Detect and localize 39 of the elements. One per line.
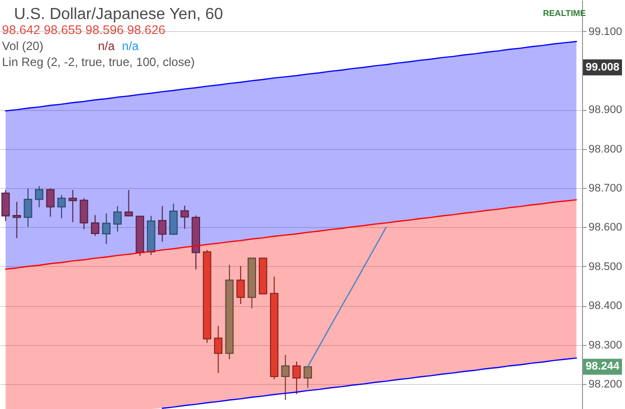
annotation: Vol (20) bbox=[2, 39, 44, 53]
candlestick bbox=[102, 213, 111, 245]
candlestick bbox=[46, 188, 55, 218]
candlestick bbox=[68, 190, 77, 223]
annotation: REALTIME bbox=[543, 8, 586, 18]
candlestick bbox=[90, 214, 100, 236]
candlestick bbox=[1, 190, 10, 222]
candlestick bbox=[236, 266, 245, 305]
y-tick-label: 98.400 bbox=[588, 300, 622, 312]
y-tick-label: 98.600 bbox=[588, 222, 622, 234]
candlestick bbox=[124, 190, 133, 217]
candlestick bbox=[57, 194, 66, 219]
candlestick bbox=[80, 198, 88, 230]
chart-title: U.S. Dollar/Japanese Yen, 60 bbox=[14, 6, 224, 23]
annotation: 98.244 bbox=[586, 360, 620, 373]
candlestick bbox=[214, 325, 222, 374]
y-tick-label: 98.900 bbox=[588, 104, 622, 116]
y-tick-label: 98.200 bbox=[588, 378, 622, 390]
candlestick bbox=[12, 201, 21, 239]
y-tick-label: 98.500 bbox=[588, 260, 622, 273]
candlestick bbox=[180, 205, 189, 230]
text: 98.642 98.655 98.596 98.626 bbox=[2, 23, 166, 37]
annotation: Lin Reg (2, -2, true, true, 100, close) bbox=[2, 55, 195, 69]
candlestick bbox=[24, 188, 32, 228]
y-tick-label: 98.700 bbox=[588, 182, 622, 195]
line-series bbox=[4, 199, 578, 270]
candlestick bbox=[281, 354, 290, 400]
y-tick-label: 99.100 bbox=[588, 26, 622, 38]
annotation: n/a bbox=[122, 39, 140, 53]
candlestick bbox=[113, 206, 122, 232]
candlestick bbox=[158, 206, 166, 242]
candlestick bbox=[292, 361, 301, 395]
annotation: n/a bbox=[98, 39, 116, 53]
line-series bbox=[162, 357, 578, 409]
candlestick bbox=[34, 186, 44, 208]
y-tick-label: 98.800 bbox=[588, 143, 622, 156]
candlestick bbox=[169, 203, 178, 236]
annotation: 99.008 bbox=[586, 61, 620, 74]
y-tick-label: 98.300 bbox=[588, 339, 622, 352]
